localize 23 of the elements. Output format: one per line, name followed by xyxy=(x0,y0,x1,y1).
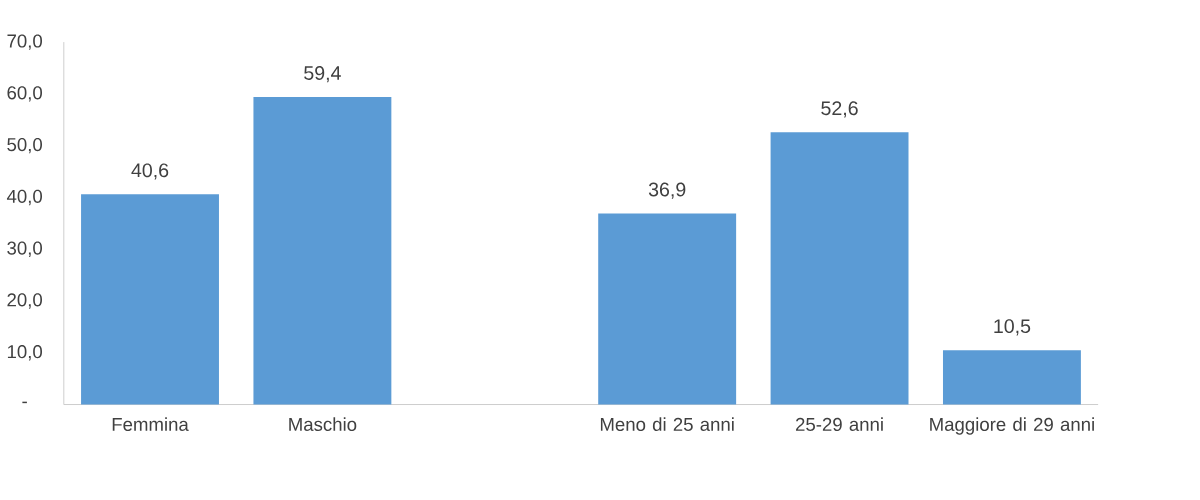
data-label: 59,4 xyxy=(304,66,341,83)
bar xyxy=(81,194,219,405)
bar xyxy=(253,97,392,405)
x-tick-label: Meno di 25 anni xyxy=(600,417,734,432)
bar xyxy=(770,132,909,405)
bar xyxy=(942,350,1081,405)
x-tick-label: Femmina xyxy=(112,417,189,432)
y-tick-label: 50,0 xyxy=(7,138,43,154)
y-tick-label: 40,0 xyxy=(6,189,43,206)
y-tick-label: 20,0 xyxy=(7,293,43,309)
x-tick-label: Maschio xyxy=(289,417,357,432)
y-tick-label: 30,0 xyxy=(7,241,43,258)
data-label: 52,6 xyxy=(821,101,858,118)
bar xyxy=(598,213,737,405)
data-label: 10,5 xyxy=(994,319,1031,336)
data-label: 40,6 xyxy=(131,163,169,180)
y-tick-label: - xyxy=(22,401,27,404)
y-tick-label: 60,0 xyxy=(7,86,43,102)
x-tick-label: Maggiore di 29 anni xyxy=(930,417,1094,435)
data-label: 36,9 xyxy=(648,182,686,199)
y-tick-label: 10,0 xyxy=(7,345,43,361)
y-tick-label: 70,0 xyxy=(7,34,43,51)
x-tick-label: 25-29 anni xyxy=(795,417,883,432)
